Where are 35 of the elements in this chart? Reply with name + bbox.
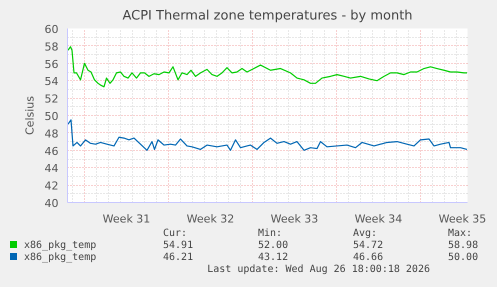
y-tick-label: 50 bbox=[44, 110, 59, 123]
x-tick-label: Week 31 bbox=[102, 212, 150, 226]
text: 50.00 bbox=[448, 252, 478, 264]
y-tick-label: 54 bbox=[44, 75, 59, 88]
y-tick-label: 44 bbox=[44, 162, 59, 176]
y-tick-label: 58 bbox=[44, 40, 59, 54]
text: Last update: Wed Aug 26 18:00:18 2026 bbox=[206, 264, 431, 276]
legend-label: x86_pkg_temp bbox=[23, 240, 98, 252]
text: 46.21 bbox=[163, 252, 194, 264]
line-series bbox=[68, 46, 468, 88]
y-axis-title: Celsius bbox=[24, 96, 37, 135]
y-tick-label: 56 bbox=[44, 58, 59, 71]
text: 52.00 bbox=[258, 240, 290, 252]
text: Cur: bbox=[163, 228, 188, 240]
y-tick-label: 42 bbox=[44, 180, 59, 193]
text: 54.91 bbox=[163, 240, 194, 252]
x-tick-label: Week 33 bbox=[270, 212, 318, 226]
y-tick-label: 60 bbox=[44, 23, 59, 36]
x-tick-label: Week 32 bbox=[186, 212, 234, 226]
y-tick-label: 46 bbox=[44, 144, 59, 158]
y-tick-label: 52 bbox=[44, 92, 59, 106]
line-series bbox=[68, 119, 468, 151]
legend-label: x86_pkg_temp bbox=[23, 252, 98, 264]
text: 58.98 bbox=[448, 240, 478, 252]
chart-title: ACPI Thermal zone temperatures - by month bbox=[122, 8, 413, 24]
text: Avg: bbox=[353, 228, 378, 240]
text: 54.72 bbox=[353, 240, 384, 252]
x-tick-label: Week 35 bbox=[438, 212, 486, 226]
text: 43.12 bbox=[258, 252, 290, 264]
x-tick-label: Week 34 bbox=[354, 212, 402, 226]
text: Max: bbox=[448, 228, 472, 240]
y-tick-label: 40 bbox=[44, 197, 59, 210]
text: Min: bbox=[258, 228, 284, 240]
text: 46.66 bbox=[353, 252, 384, 264]
y-tick-label: 48 bbox=[44, 127, 59, 140]
